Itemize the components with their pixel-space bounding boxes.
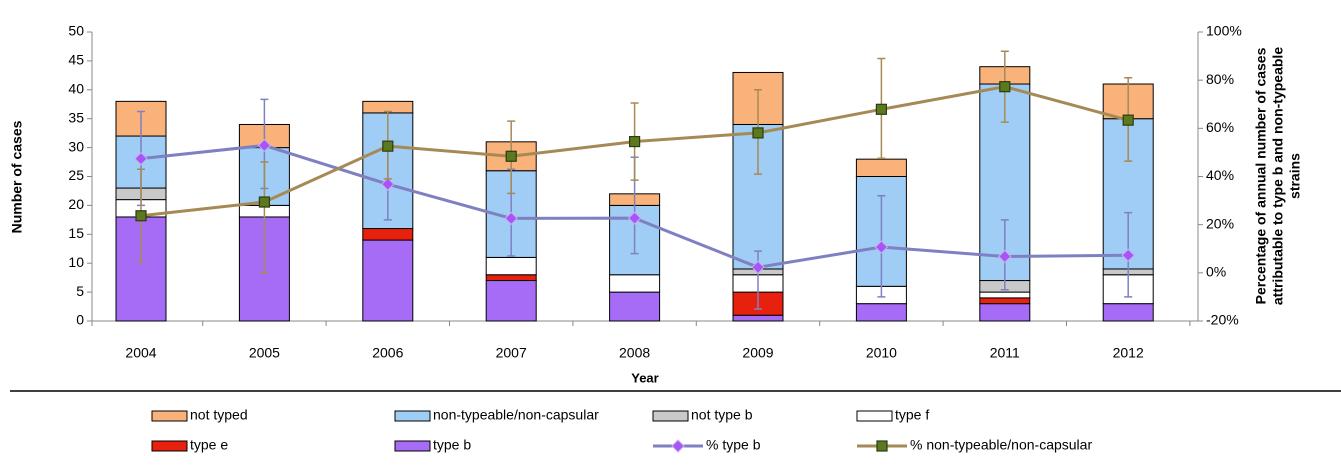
line-marker (752, 127, 764, 139)
x-tick-label: 2005 (249, 345, 280, 361)
legend-label: non-typeable/non-capsular (433, 407, 599, 423)
legend-item: % non-typeable/non-capsular (857, 437, 1092, 453)
bar-segment (979, 297, 1031, 305)
legend-swatch (394, 440, 431, 452)
legend-item: not type b (652, 407, 753, 423)
line-marker (627, 211, 642, 225)
line-marker (1121, 248, 1135, 262)
y2-tick-label: 100% (1206, 23, 1242, 39)
x-tick-label: 2011 (990, 345, 1020, 361)
y-tick-label: 15 (68, 225, 84, 241)
y-tick-label: 0 (76, 312, 84, 328)
bar-segment (609, 274, 661, 293)
legend-swatch (151, 440, 188, 452)
bar-segment (855, 158, 907, 178)
line-marker (382, 140, 394, 152)
legend-item: type b (394, 437, 471, 453)
x-axis-title: Year (631, 370, 658, 385)
line-marker (504, 211, 518, 226)
line-marker (257, 138, 272, 153)
line-marker (135, 210, 147, 222)
bar-segment (485, 280, 537, 322)
x-tick-label: 2007 (496, 345, 527, 361)
bar-segment (732, 314, 784, 322)
y-tick-label: 35 (68, 109, 84, 125)
y-tick-label: 50 (68, 23, 84, 39)
line-marker (875, 103, 888, 115)
line-marker (505, 150, 517, 162)
bar-segment (979, 303, 1031, 322)
legend-swatch (394, 410, 431, 422)
legend-item: not typed (151, 407, 248, 423)
x-tick-label: 2010 (866, 345, 897, 361)
x-tick-label: 2004 (125, 345, 156, 361)
line-marker (1122, 114, 1134, 126)
y-tick-label: 30 (68, 138, 84, 154)
bar-segment (1102, 303, 1154, 322)
legend-swatch (652, 410, 689, 422)
y2-tick-label: -20% (1206, 312, 1239, 328)
y-tick-label: 5 (76, 283, 84, 299)
y2-axis-title: strains (1287, 153, 1303, 199)
legend-label: type f (895, 407, 929, 423)
y2-tick-label: 20% (1206, 215, 1234, 231)
legend-item: type f (856, 407, 929, 423)
y-tick-label: 45 (68, 52, 84, 68)
legend-item: % type b (653, 437, 761, 453)
line-marker (134, 151, 148, 166)
legend-label: % non-typeable/non-capsular (910, 437, 1092, 453)
line-marker (381, 177, 395, 191)
line-marker (258, 196, 270, 208)
line-marker (671, 439, 685, 453)
line-marker (751, 260, 765, 275)
y2-axis-title: attributable to type b and non-typeable (1270, 47, 1286, 305)
bar-segment (485, 274, 537, 282)
legend-item: type e (151, 437, 228, 453)
legend-label: type e (190, 437, 228, 453)
y-tick-label: 40 (68, 81, 84, 97)
y-axis-title: Number of cases (9, 120, 25, 233)
legend-label: type b (433, 437, 471, 453)
bar-segment (485, 256, 537, 276)
error-bar (260, 161, 269, 274)
legend-label: not typed (190, 407, 248, 423)
line-marker (874, 240, 889, 254)
bar-segment (362, 228, 414, 241)
bar-segment (609, 291, 661, 322)
x-tick-label: 2008 (619, 345, 650, 361)
y2-tick-label: 60% (1206, 119, 1234, 135)
y2-tick-label: 40% (1206, 167, 1234, 183)
line-marker (628, 135, 641, 148)
y2-tick-label: 80% (1206, 71, 1234, 87)
x-tick-label: 2009 (742, 345, 773, 361)
bar-segment (979, 291, 1031, 299)
line-marker (876, 440, 888, 452)
y-tick-label: 10 (68, 254, 84, 270)
line-marker (998, 249, 1012, 264)
bar-segment (855, 303, 907, 322)
y-tick-label: 20 (68, 196, 84, 212)
x-tick-label: 2006 (372, 345, 403, 361)
legend-label: % type b (706, 437, 761, 453)
y2-tick-label: 0% (1206, 264, 1226, 280)
legend-swatch (151, 410, 188, 422)
bar-segment (362, 239, 414, 322)
x-tick-label: 2012 (1113, 345, 1144, 361)
legend-label: not type b (691, 407, 753, 423)
bar-segment (732, 123, 784, 270)
y-tick-label: 25 (68, 167, 84, 183)
y2-axis-title: Percentage of annual number of cases (1253, 47, 1269, 304)
line-marker (999, 81, 1011, 93)
legend-swatch (856, 410, 893, 422)
legend-item: non-typeable/non-capsular (394, 407, 599, 423)
